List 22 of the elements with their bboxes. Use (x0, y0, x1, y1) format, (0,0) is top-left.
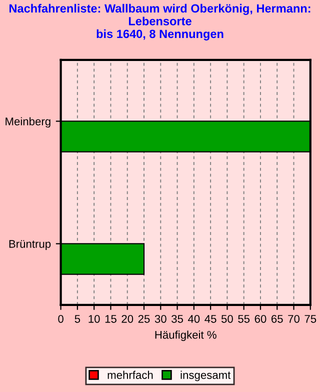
x-tick-label: 55 (238, 315, 250, 323)
x-tick-label: 65 (272, 314, 283, 323)
x-tick-label: 0 (58, 314, 64, 323)
x-tick-label: 70 (288, 314, 300, 323)
legend-label: insgesamt (180, 370, 231, 382)
x-tick-label: 40 (188, 314, 200, 323)
x-tick-label: 20 (122, 314, 134, 323)
x-tick-label: 10 (88, 314, 100, 323)
x-axis-title: Häufigkeit % (155, 330, 216, 341)
x-tick-label: 35 (172, 314, 183, 323)
x-tick-label: 5 (74, 315, 80, 323)
x-tick-label: 50 (221, 314, 233, 323)
x-tick-label: 60 (254, 314, 266, 323)
legend-label: mehrfach (108, 370, 153, 379)
x-tick-label: 75 (304, 315, 316, 323)
x-tick-label: 30 (154, 314, 166, 323)
x-tick-label: 45 (204, 315, 216, 323)
y-tick-label: Brüntrup (9, 240, 51, 250)
y-tick-label: Meinberg (6, 117, 50, 128)
x-tick-label: 25 (138, 314, 150, 323)
x-tick-label: 15 (105, 315, 116, 323)
chart-title: Nachfahrenliste: Wallbaum wird Oberkönig, Hermann: Lebensorte bis 1640, 8 Nennungen (9, 4, 310, 40)
